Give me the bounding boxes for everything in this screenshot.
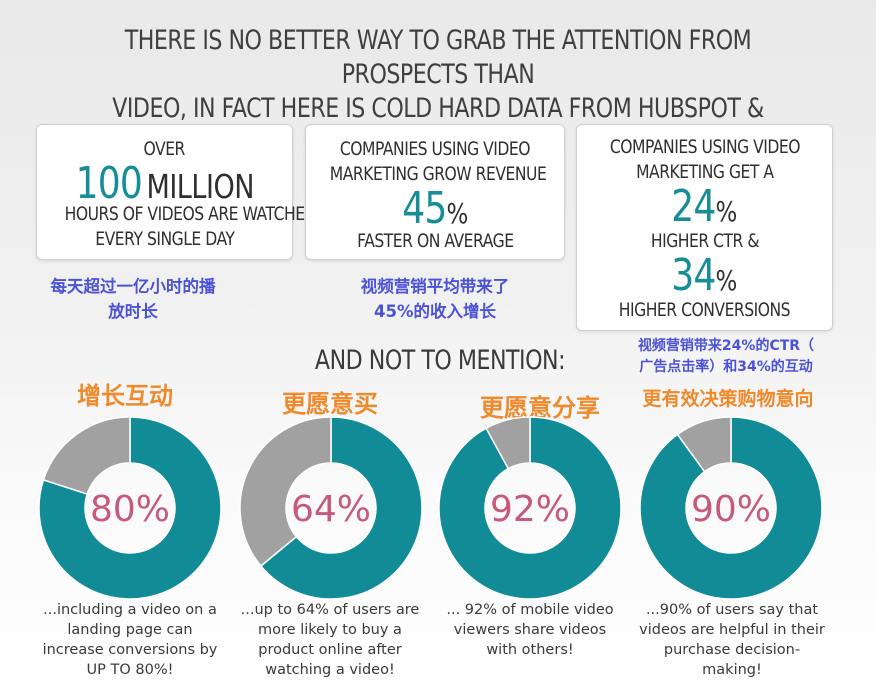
caption-line: ...including a video on a: [43, 602, 217, 618]
stat-pre: OVER: [143, 138, 186, 160]
stat-big-number: 45: [402, 183, 447, 234]
cn-note-line: 广告点击率）和34%的互动: [639, 359, 813, 375]
stat-big-number-ctr: 24: [671, 181, 717, 232]
cn-note-2: 视频营销平均带来了 45%的收入增长: [320, 274, 550, 324]
stat-post: HIGHER CONVERSIONS: [618, 299, 791, 321]
caption-line: more likely to buy a: [258, 622, 402, 638]
donut-2-slice-primary: [259, 416, 423, 600]
caption-line: increase conversions by: [42, 642, 218, 658]
cn-note-line: 45%的收入增长: [374, 302, 496, 321]
cn-note-line: 视频营销平均带来了: [360, 277, 510, 296]
caption-line: purchase decision-: [663, 642, 801, 658]
stat-card-revenue-growth: COMPANIES USING VIDEO MARKETING GROW REV…: [305, 124, 565, 260]
cn-note-line: 视频营销带来24%的CTR（: [637, 338, 815, 354]
donut-4-center-label: 90%: [691, 489, 771, 530]
caption-line: making!: [702, 662, 762, 678]
chart-caption-2: ...up to 64% of users are more likely to…: [230, 600, 430, 680]
donut-3-slice-primary: [438, 416, 622, 600]
donut-2-center-label: 64%: [291, 489, 371, 530]
caption-line: videos are helpful in their: [639, 622, 825, 638]
caption-line: watching a video!: [265, 662, 395, 678]
stat-card-watch-hours: OVER 100 MILLION HOURS OF VIDEOS ARE WAT…: [36, 124, 317, 260]
caption-line: viewers share videos: [453, 622, 607, 638]
caption-line: landing page can: [67, 622, 193, 638]
stat-percent-sign: %: [715, 264, 738, 297]
section-subheading: AND NOT TO MENTION:: [314, 345, 566, 376]
caption-line: ...up to 64% of users are: [240, 602, 420, 618]
chart-caption-3: ... 92% of mobile video viewers share vi…: [430, 600, 630, 660]
stat-percent-sign: %: [446, 197, 468, 230]
stat-post-line-1: HOURS OF VIDEOS ARE WATCHED: [64, 203, 317, 225]
stat-post: FASTER ON AVERAGE: [356, 230, 514, 252]
chart-title-1: 增长互动: [77, 382, 173, 410]
donut-1-slice-remainder: [42, 416, 131, 496]
stat-percent-sign: %: [715, 195, 738, 228]
donut-4-slice-remainder: [676, 416, 732, 473]
stat-card-ctr-conversions: COMPANIES USING VIDEO MARKETING GET A 24…: [576, 124, 833, 331]
donut-3-center-label: 92%: [490, 489, 570, 530]
stat-pre-line-2: MARKETING GROW REVENUE: [329, 163, 547, 185]
caption-line: with others!: [486, 642, 574, 658]
stat-big-suffix: MILLION: [146, 167, 254, 206]
donut-3-slice-remainder: [485, 416, 531, 470]
donut-1-center-label: 80%: [90, 489, 170, 530]
chart-title-4: 更有效决策购物意向: [642, 388, 814, 410]
donut-1-slice-primary: [38, 416, 222, 600]
stat-big-number-conversions: 34: [671, 250, 717, 301]
caption-line: product online after: [258, 642, 402, 658]
headline-line-1: THERE IS NO BETTER WAY TO GRAB THE ATTEN…: [124, 25, 752, 90]
chart-caption-4: ...90% of users say that videos are help…: [632, 600, 832, 680]
cn-note-1: 每天超过一亿小时的播 放时长: [28, 274, 238, 324]
chart-title-2: 更愿意买: [282, 390, 378, 418]
chart-caption-1: ...including a video on a landing page c…: [30, 600, 230, 680]
caption-line: ...90% of users say that: [645, 602, 819, 618]
cn-note-line: 每天超过一亿小时的播: [50, 277, 216, 296]
caption-line: ... 92% of mobile video: [446, 602, 614, 618]
donut-4-slice-primary: [639, 416, 823, 600]
stat-pre-line-2: MARKETING GET A: [635, 161, 774, 183]
stat-post-line-2: EVERY SINGLE DAY: [94, 228, 235, 250]
cn-note-3: 视频营销带来24%的CTR（ 广告点击率）和34%的互动: [608, 336, 844, 378]
stat-pre-line-1: COMPANIES USING VIDEO: [339, 138, 531, 160]
stat-pre-line-1: COMPANIES USING VIDEO: [609, 136, 800, 158]
cn-note-line: 放时长: [108, 302, 158, 321]
stat-big-number: 100: [75, 158, 142, 209]
donut-2-slice-remainder: [239, 416, 332, 568]
stat-mid: HIGHER CTR &: [650, 230, 759, 252]
caption-line: UP TO 80%!: [86, 662, 174, 678]
